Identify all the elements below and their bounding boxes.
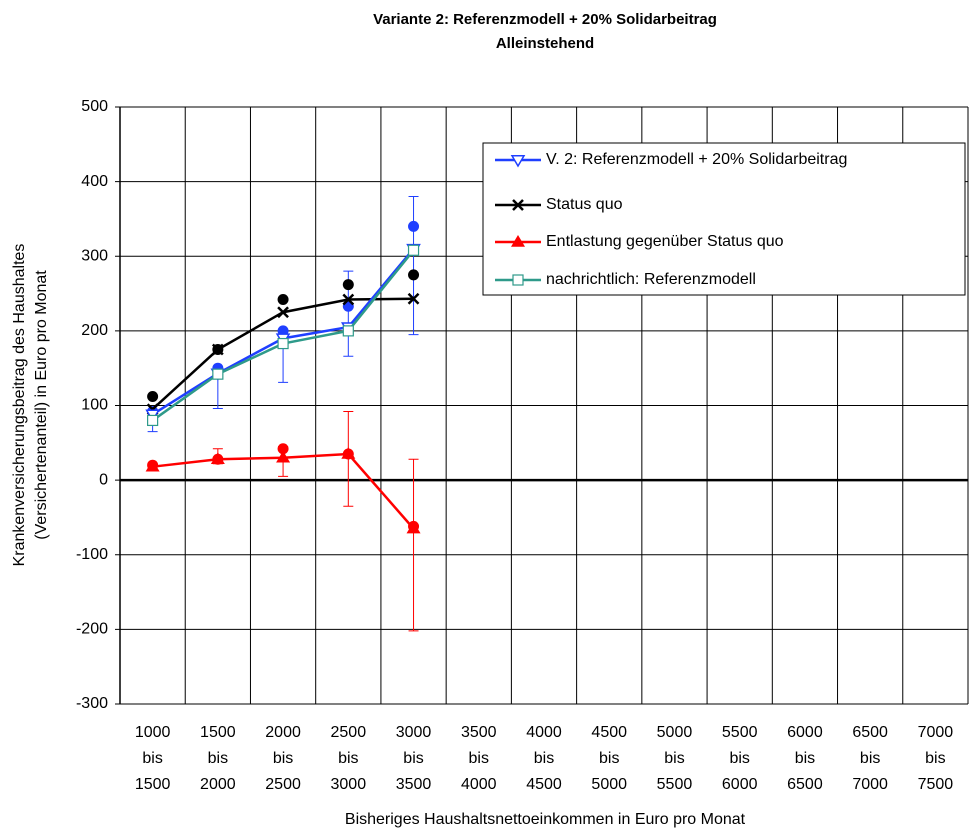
x-tick-label: 6000 (722, 776, 758, 793)
x-tick-label: 5000 (657, 724, 693, 741)
x-tick-label: 5000 (591, 776, 627, 793)
marker (512, 274, 524, 286)
marker (406, 521, 421, 534)
x-tick-label: bis (208, 750, 228, 767)
chart-title: Variante 2: Referenzmodell + 20% Solidar… (373, 11, 717, 28)
y-tick-label: 100 (81, 397, 108, 414)
marker (341, 447, 356, 459)
chart-subtitle: Alleinstehend (496, 35, 594, 52)
x-tick-label: bis (860, 750, 880, 767)
marker (277, 337, 289, 350)
marker (211, 343, 224, 356)
x-axis-label: Bisheriges Haushaltsnettoeinkommen in Eu… (345, 811, 746, 828)
x-tick-label: 2500 (265, 776, 301, 793)
x-tick-label: 1500 (200, 724, 236, 741)
y-tick-label: -300 (76, 695, 108, 712)
error-bar (408, 458, 419, 632)
x-tick-label: 1000 (135, 724, 171, 741)
x-tick-label: bis (534, 750, 554, 767)
x-tick-label: 3000 (396, 724, 432, 741)
x-tick-label: 7500 (918, 776, 954, 793)
y-tick-label: -200 (76, 621, 108, 638)
y-axis-label: (Versichertenanteil) in Euro pro Monat (33, 270, 50, 540)
legend-label: Status quo (546, 196, 623, 213)
x-tick-label: bis (338, 750, 358, 767)
x-tick-label: 6500 (852, 724, 888, 741)
dot (408, 220, 420, 232)
x-tick-label: 5500 (722, 724, 758, 741)
dot (408, 269, 420, 281)
x-tick-label: bis (795, 750, 815, 767)
x-tick-label: 4000 (526, 724, 562, 741)
marker (145, 459, 160, 472)
x-tick-label: bis (273, 750, 293, 767)
legend-label: V. 2: Referenzmodell + 20% Solidarbeitra… (546, 151, 847, 168)
y-tick-label: -100 (76, 546, 108, 563)
x-tick-label: bis (729, 750, 749, 767)
marker (407, 244, 420, 256)
x-tick-label: 2500 (331, 724, 367, 741)
x-tick-label: 4500 (591, 724, 627, 741)
legend-box (482, 142, 966, 296)
marker (407, 292, 420, 305)
x-tick-label: bis (403, 750, 423, 767)
x-tick-label: 2000 (200, 776, 236, 793)
y-tick-label: 400 (81, 173, 108, 190)
y-axis-label: Krankenversicherungsbeitrag des Haushalt… (11, 244, 28, 567)
marker (212, 368, 224, 380)
marker (276, 450, 291, 463)
x-tick-label: 4000 (461, 776, 497, 793)
x-tick-label: 5500 (657, 776, 693, 793)
y-tick-label: 200 (81, 322, 108, 339)
x-tick-label: 4500 (526, 776, 562, 793)
legend-label: Entlastung gegenüber Status quo (546, 233, 784, 250)
x-tick-label: 7000 (852, 776, 888, 793)
y-tick-label: 0 (99, 471, 108, 488)
marker (510, 155, 526, 168)
x-tick-label: 6500 (787, 776, 823, 793)
x-tick-label: bis (599, 750, 619, 767)
x-tick-label: 3500 (461, 724, 497, 741)
marker (147, 414, 159, 427)
marker (210, 452, 225, 465)
x-tick-label: 1500 (135, 776, 171, 793)
marker (342, 325, 354, 337)
x-tick-label: bis (925, 750, 945, 767)
legend-label: nachrichtlich: Referenzmodell (546, 271, 756, 288)
marker (512, 199, 524, 211)
y-tick-label: 500 (81, 98, 108, 115)
x-tick-label: 6000 (787, 724, 823, 741)
x-tick-label: bis (664, 750, 684, 767)
x-tick-label: bis (469, 750, 489, 767)
x-tick-label: 2000 (265, 724, 301, 741)
y-tick-label: 300 (81, 247, 108, 264)
dot (147, 391, 159, 403)
marker (342, 293, 355, 306)
error-bar (408, 196, 419, 336)
dot (277, 443, 289, 455)
marker (277, 306, 289, 319)
x-tick-label: 3500 (396, 776, 432, 793)
marker (511, 235, 525, 247)
x-tick-label: 7000 (918, 724, 954, 741)
dot (277, 294, 289, 306)
x-tick-label: bis (142, 750, 162, 767)
dot (342, 279, 354, 291)
x-tick-label: 3000 (331, 776, 367, 793)
